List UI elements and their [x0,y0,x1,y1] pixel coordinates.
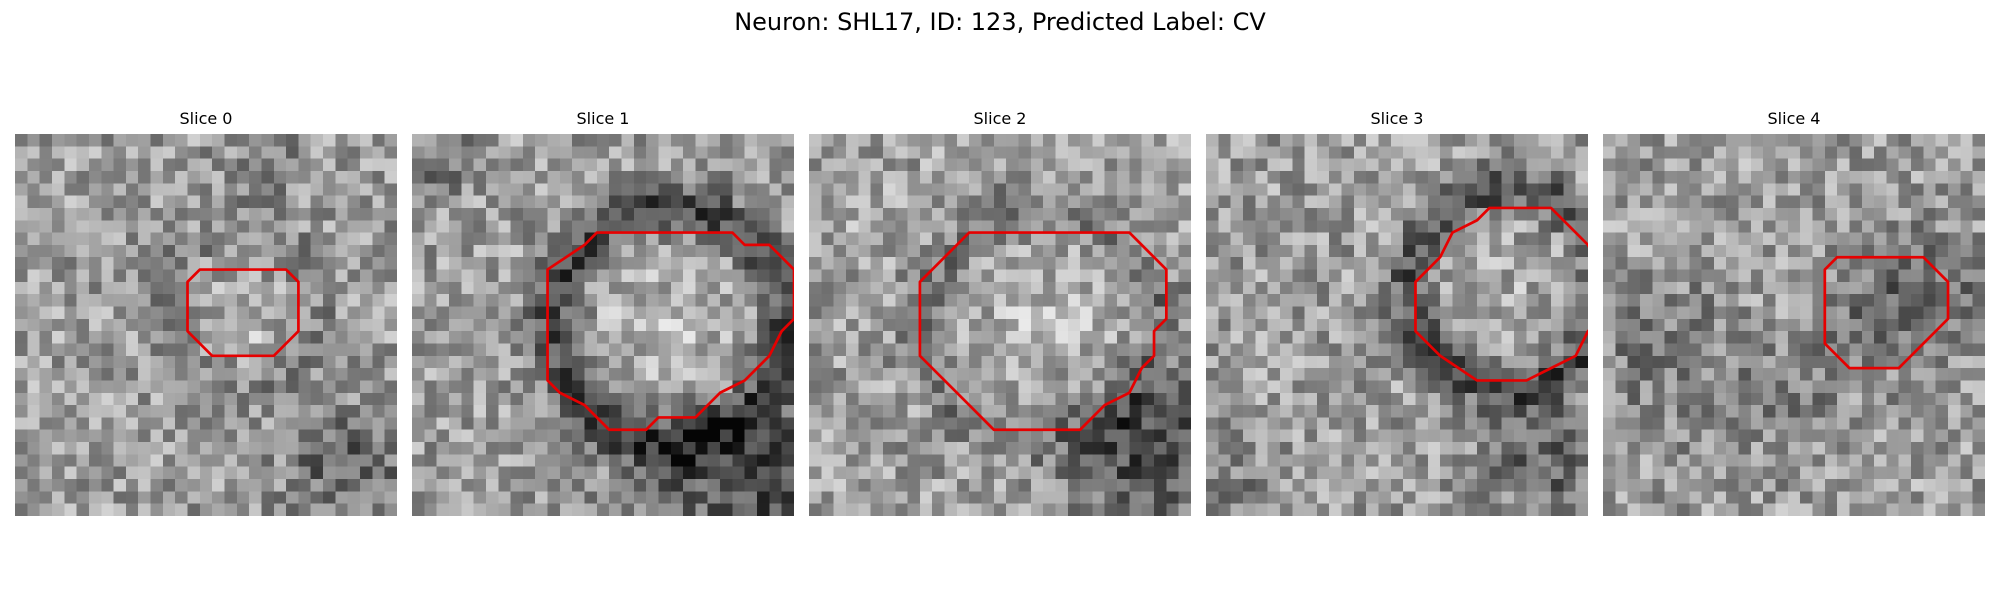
image-pixels [1206,134,1588,516]
segmentation-contour [546,231,794,432]
image-pixels [15,134,397,516]
slice-panel-0: Slice 0 [15,108,397,516]
image-pixels [1603,134,1985,516]
segmentation-contour [1414,206,1588,382]
slice-image [15,134,397,516]
slice-title: Slice 3 [1370,109,1424,128]
slice-panel-4: Slice 4 [1603,108,1985,516]
slice-image [412,134,794,516]
slice-title: Slice 4 [1767,109,1821,128]
image-pixels [809,134,1191,516]
slice-panel-2: Slice 2 [809,108,1191,516]
figure-title: Neuron: SHL17, ID: 123, Predicted Label:… [734,8,1266,36]
image-pixels [412,134,794,516]
segmentation-contour [1823,255,1950,370]
segmentation-contour [918,231,1168,432]
slice-panel-3: Slice 3 [1206,108,1588,516]
slice-title: Slice 2 [973,109,1027,128]
slice-image [1603,134,1985,516]
slice-title: Slice 0 [179,109,233,128]
slice-panel-1: Slice 1 [412,108,794,516]
slice-image [809,134,1191,516]
segmentation-contour [186,268,300,358]
slice-image [1206,134,1588,516]
slice-title: Slice 1 [576,109,630,128]
